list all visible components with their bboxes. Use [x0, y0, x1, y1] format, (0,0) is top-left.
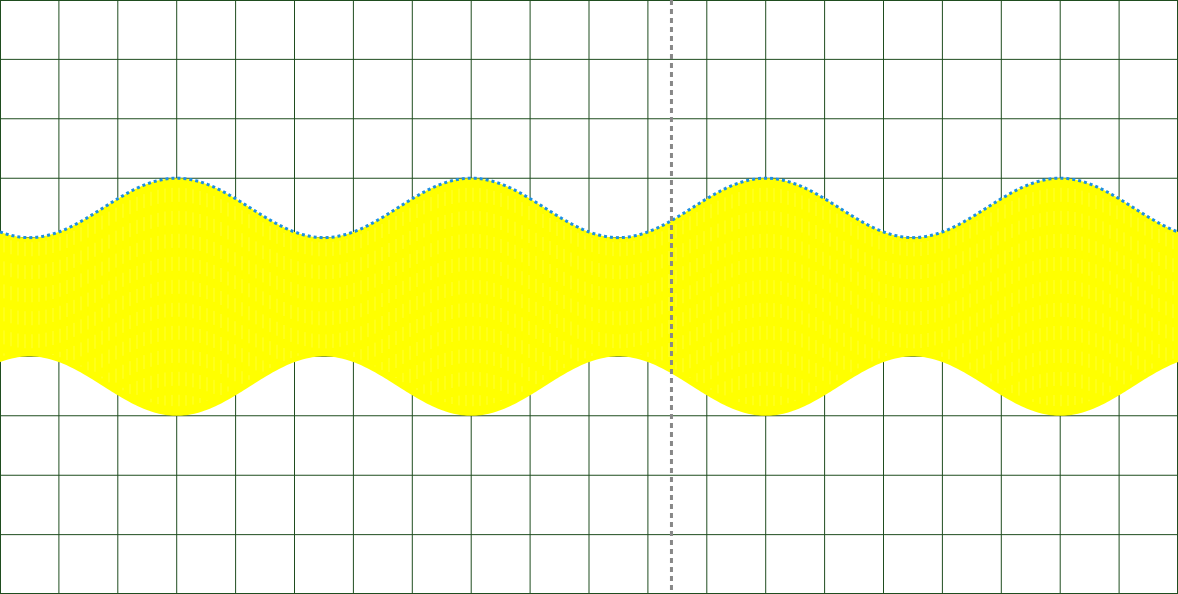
carrier-cycles	[3, 187, 1174, 407]
envelope-line	[0, 176, 1178, 240]
envelope-trace	[0, 176, 1178, 240]
carrier-waveform	[0, 178, 1178, 416]
carrier-band	[0, 178, 1178, 416]
